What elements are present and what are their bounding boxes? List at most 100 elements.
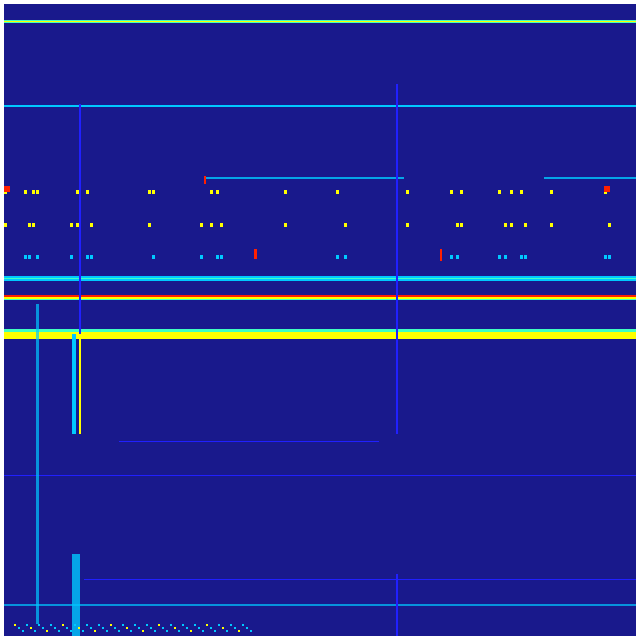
bottom-noise: [30, 627, 32, 629]
dot-row-2: [220, 255, 223, 259]
dot-row-1: [344, 223, 347, 227]
dot-row-2: [498, 255, 501, 259]
bottom-noise: [174, 627, 176, 629]
band-2: [4, 105, 636, 107]
bottom-noise: [214, 630, 216, 632]
vline-3: [36, 304, 39, 624]
red-mark-2: [440, 249, 442, 261]
bottom-noise: [22, 630, 24, 632]
dot-row-2: [608, 255, 611, 259]
dot-row-0: [406, 190, 409, 194]
band-3b: [544, 177, 636, 179]
dot-row-1: [28, 223, 31, 227]
dot-row-0: [550, 190, 553, 194]
bottom-noise: [162, 627, 164, 629]
band-green: [4, 299, 636, 300]
bottom-noise: [186, 627, 188, 629]
dot-row-1: [550, 223, 553, 227]
bottom-noise: [134, 624, 136, 626]
dot-row-0: [284, 190, 287, 194]
bottom-noise: [154, 630, 156, 632]
vline-1-yellow: [79, 334, 81, 434]
dot-row-2: [450, 255, 453, 259]
bottom-noise: [158, 624, 160, 626]
bottom-noise: [210, 627, 212, 629]
bottom-noise: [230, 624, 232, 626]
bottom-noise: [18, 627, 20, 629]
bottom-noise: [138, 627, 140, 629]
dot-row-2: [604, 255, 607, 259]
bottom-noise: [50, 624, 52, 626]
dot-row-0: [32, 190, 35, 194]
dot-row-2: [524, 255, 527, 259]
band-faint-1: [119, 441, 379, 442]
bottom-noise: [150, 627, 152, 629]
dot-row-1: [4, 223, 7, 227]
dot-row-2: [152, 255, 155, 259]
heatmap-svg: [4, 20, 636, 636]
dot-row-0: [460, 190, 463, 194]
band-lower-2: [4, 332, 636, 335]
dot-row-2: [336, 255, 339, 259]
red-mark-4: [4, 186, 10, 192]
vline-2: [72, 334, 76, 434]
dot-row-0: [210, 190, 213, 194]
dot-row-1: [148, 223, 151, 227]
bottom-noise: [74, 624, 76, 626]
bottom-noise: [90, 627, 92, 629]
dot-row-2: [504, 255, 507, 259]
dot-row-1: [210, 223, 213, 227]
dot-row-1: [32, 223, 35, 227]
bottom-noise: [146, 624, 148, 626]
bottom-noise: [202, 630, 204, 632]
bottom-noise: [54, 627, 56, 629]
bottom-noise: [14, 624, 16, 626]
heatmap-canvas: [4, 4, 636, 636]
bottom-noise: [86, 624, 88, 626]
dot-row-2: [36, 255, 39, 259]
dot-row-1: [284, 223, 287, 227]
band-yellow: [4, 297, 636, 299]
dot-row-0: [510, 190, 513, 194]
band-red: [4, 295, 636, 297]
bottom-noise: [98, 624, 100, 626]
bottom-noise: [190, 630, 192, 632]
dot-row-0: [76, 190, 79, 194]
bottom-noise: [102, 627, 104, 629]
bottom-noise: [178, 630, 180, 632]
bottom-noise: [106, 630, 108, 632]
dot-row-2: [90, 255, 93, 259]
bottom-noise: [246, 627, 248, 629]
band-lower-1: [4, 329, 636, 332]
bottom-noise: [234, 627, 236, 629]
band-3: [204, 177, 404, 179]
dot-row-2: [200, 255, 203, 259]
dot-row-0: [36, 190, 39, 194]
bottom-noise: [170, 624, 172, 626]
dot-row-0: [498, 190, 501, 194]
red-mark-5: [604, 186, 610, 192]
dot-row-1: [510, 223, 513, 227]
bottom-noise: [222, 627, 224, 629]
dot-row-0: [24, 190, 27, 194]
bottom-noise: [82, 630, 84, 632]
bottom-noise: [242, 624, 244, 626]
bottom-noise: [126, 627, 128, 629]
band-faint-2: [4, 475, 636, 476]
vline-1: [79, 104, 81, 434]
bottom-noise: [38, 624, 40, 626]
bottom-noise: [250, 630, 252, 632]
bottom-noise: [114, 627, 116, 629]
bottom-noise: [66, 627, 68, 629]
dot-row-0: [336, 190, 339, 194]
bottom-noise: [46, 630, 48, 632]
dot-row-1: [76, 223, 79, 227]
dot-row-2: [24, 255, 27, 259]
band-top-core: [4, 21, 636, 22]
dot-row-2: [456, 255, 459, 259]
vline-6: [72, 554, 80, 636]
bottom-noise: [34, 630, 36, 632]
dot-row-1: [456, 223, 459, 227]
bottom-noise: [218, 624, 220, 626]
dot-row-2: [216, 255, 219, 259]
